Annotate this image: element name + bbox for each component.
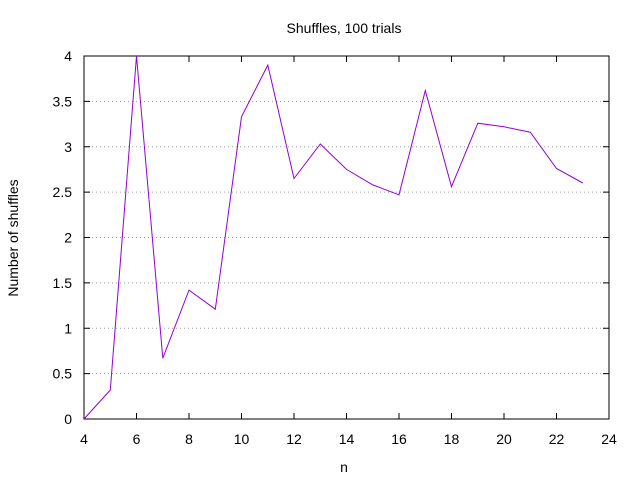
y-tick-label: 1: [64, 320, 72, 336]
y-grid-lines: [84, 100, 609, 375]
y-tick-label: 2: [64, 230, 72, 246]
x-tick-label: 16: [391, 431, 407, 447]
y-tick-label: 2.5: [53, 184, 73, 200]
y-tick-labels: 0 0.5 1 1.5 2 2.5 3 3.5 4: [53, 48, 73, 427]
x-tick-label: 10: [234, 431, 250, 447]
x-tick-label: 14: [339, 431, 355, 447]
x-tick-label: 8: [185, 431, 193, 447]
x-tick-label: 20: [496, 431, 512, 447]
x-tick-label: 24: [601, 431, 617, 447]
x-tick-label: 22: [549, 431, 565, 447]
axis-ticks: [83, 55, 610, 420]
plot-area-frame: [83, 55, 610, 420]
x-axis-label: n: [340, 459, 348, 475]
y-tick-label: 4: [64, 48, 72, 64]
x-tick-label: 18: [444, 431, 460, 447]
series-line: [83, 55, 584, 420]
y-tick-label: 0.5: [53, 366, 73, 382]
y-tick-label: 1.5: [53, 275, 73, 291]
x-tick-labels: 4 6 8 10 12 14 16 18 20 22 24: [80, 431, 617, 447]
x-tick-label: 6: [133, 431, 141, 447]
y-tick-label: 3: [64, 139, 72, 155]
y-axis-label: Number of shuffles: [5, 179, 21, 296]
x-tick-label: 12: [286, 431, 302, 447]
y-tick-label: 3.5: [53, 93, 73, 109]
x-tick-label: 4: [80, 431, 88, 447]
chart-title: Shuffles, 100 trials: [287, 20, 402, 36]
series-layer: [83, 55, 584, 420]
y-tick-label: 0: [64, 411, 72, 427]
